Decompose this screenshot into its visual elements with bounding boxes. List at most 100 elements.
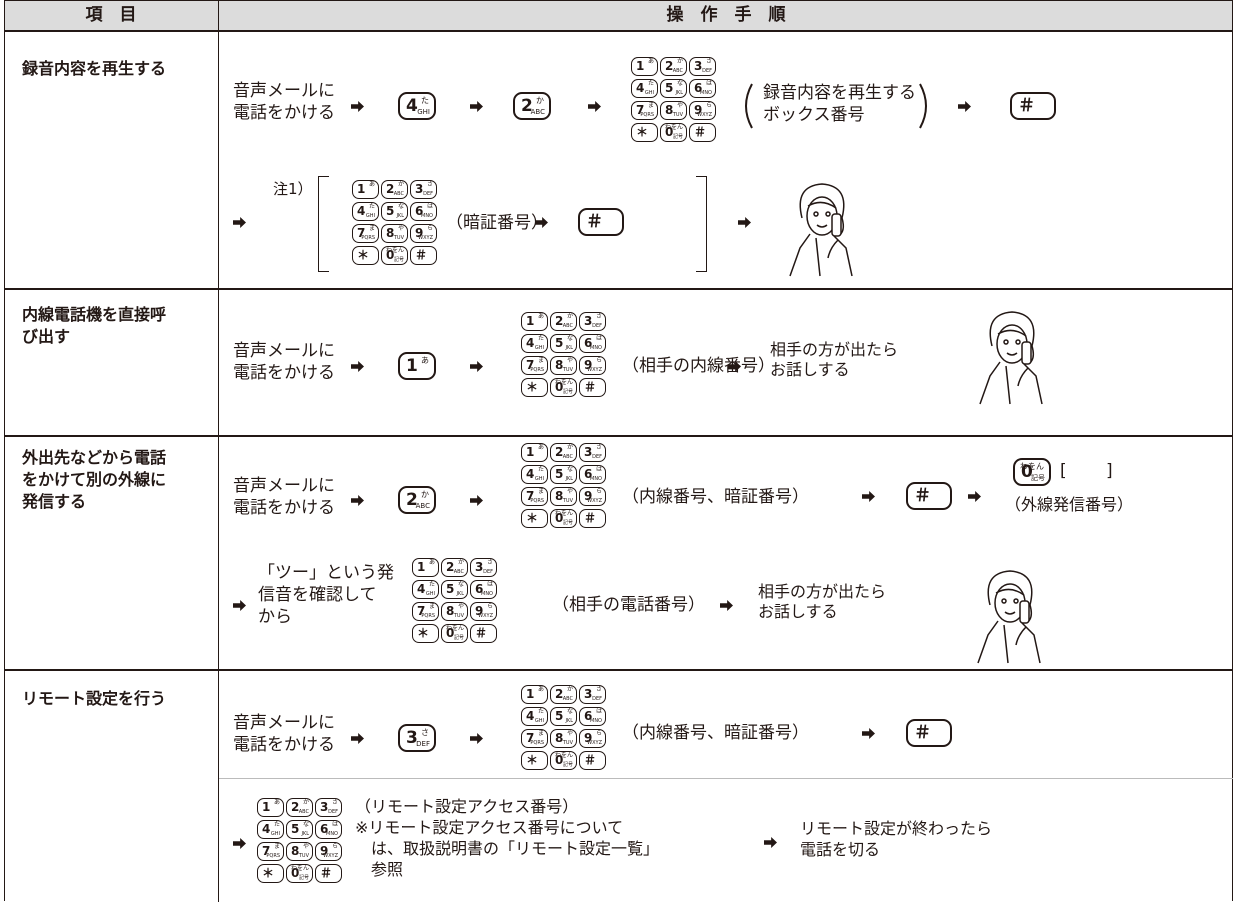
key-kana: わをん — [1020, 462, 1044, 471]
key-letters: TUV — [453, 613, 464, 619]
text-line: お話しする — [758, 602, 838, 621]
key-kana: は — [486, 581, 493, 588]
key-letters: ABC — [393, 191, 404, 197]
talk-text: 相手の方が出たら お話しする — [770, 340, 898, 380]
key-letters: MNO — [481, 591, 493, 597]
key: 2 か ABC — [550, 443, 577, 462]
key: 3 さ DEF — [410, 180, 437, 199]
key-letters: DEF — [423, 191, 433, 197]
arrow — [535, 217, 548, 228]
key-digit: ＊ — [526, 380, 539, 394]
key-digit: 3 — [584, 687, 593, 701]
arrow — [470, 361, 483, 372]
key-digit: 8 — [555, 358, 564, 372]
row-divider — [4, 288, 1233, 290]
key: 3 さ DEF — [470, 558, 497, 577]
key: ＃ — [410, 246, 437, 265]
text-line: 電話をかける — [233, 498, 335, 518]
key-letters: ABC — [562, 696, 573, 702]
key-digit: 6 — [320, 822, 329, 836]
key: 0 わをん 記号 — [550, 751, 577, 770]
key: 6 は MNO — [689, 79, 716, 98]
key-digit: ＃ — [584, 380, 597, 394]
key-letters: MNO — [590, 345, 602, 351]
key-kana: か — [457, 559, 464, 566]
key-digit: 6 — [415, 204, 424, 218]
key: ＊ — [521, 378, 548, 397]
call-text: 音声メールに 電話をかける — [233, 475, 335, 519]
key-kana: わをん — [664, 124, 683, 131]
text-line: 電話をかける — [233, 363, 335, 383]
key-digit: 2 — [555, 687, 564, 701]
arrow — [351, 361, 364, 372]
key-digit: 5 — [446, 582, 455, 596]
key-kana: さ — [426, 181, 433, 188]
key-kana: あ — [368, 181, 375, 188]
key-kana: ら — [595, 730, 602, 737]
key-kana: ら — [595, 357, 602, 364]
key-digit: 9 — [475, 604, 484, 618]
key-kana: あ — [273, 799, 280, 806]
key-kana: な — [302, 821, 309, 828]
key-letters: ABC — [453, 569, 464, 575]
key-digit: 0 — [1021, 462, 1033, 482]
key: 4 た GHI — [352, 202, 379, 221]
key-kana: さ — [331, 799, 338, 806]
arrow — [968, 491, 981, 502]
key-digit: 5 — [555, 336, 564, 350]
key-digit: 4 — [526, 336, 535, 350]
key-digit: 2 — [386, 182, 395, 196]
key-letters: 記号 — [453, 635, 464, 641]
row-divider — [4, 435, 1233, 437]
key-kana: た — [421, 96, 429, 105]
text-line: 参照 — [355, 860, 404, 879]
key-kana: ま — [428, 603, 435, 610]
bracket-text: [ ] — [1060, 461, 1113, 481]
key: 4 た GHI — [521, 707, 548, 726]
key-digit: ＃ — [584, 753, 597, 767]
key-letters: TUV — [298, 853, 309, 859]
text-line: 「ツー」という発 — [258, 563, 394, 583]
arrow — [233, 838, 246, 849]
call-text: 音声メールに 電話をかける — [233, 80, 335, 124]
key-digit: 6 — [694, 81, 703, 95]
key-kana: か — [676, 58, 683, 65]
key-letters: DEF — [592, 696, 602, 702]
key-letters: GHI — [534, 476, 544, 482]
key-letters: ABC — [530, 108, 545, 116]
column-divider — [218, 0, 219, 902]
key-digit: 8 — [665, 103, 674, 117]
keypad: 1 あ 2 か ABC 3 さ DEF 4 た GHI 5 な JKL 6 は MNO 7 ま PQRS 8 や TUV 9 ら… — [352, 180, 438, 268]
tone-text: 「ツー」という発 信音を確認して から — [258, 562, 394, 628]
key-kana: さ — [421, 728, 429, 737]
key: ＃ — [1010, 92, 1056, 120]
key-digit: ＃ — [584, 511, 597, 525]
arrow — [470, 495, 483, 506]
key: ＊ — [631, 123, 658, 142]
key-kana: な — [457, 581, 464, 588]
person-icon — [789, 183, 853, 277]
text-line: 相手の方が出たら — [770, 340, 899, 359]
key-kana: や — [566, 488, 573, 495]
sub-divider — [219, 778, 1233, 779]
key: 9 ら WXYZ — [689, 101, 716, 120]
key: 7 ま PQRS — [352, 224, 379, 243]
item-line: び出す — [22, 327, 71, 346]
text-line: 電話を切る — [800, 840, 881, 859]
row-divider — [4, 669, 1233, 671]
key-kana: や — [397, 225, 404, 232]
key-digit: 1 — [262, 800, 271, 814]
key-digit: 5 — [665, 81, 674, 95]
ext-text: （相手の内線番号） — [622, 356, 775, 376]
key-kana: た — [537, 708, 544, 715]
key: 4 た GHI — [631, 79, 658, 98]
key-digit: 5 — [291, 822, 300, 836]
key: 9 ら WXYZ — [315, 842, 342, 861]
key-letters: MNO — [700, 90, 712, 96]
person-icon — [979, 311, 1043, 405]
key-kana: あ — [421, 356, 429, 365]
key-digit: 7 — [526, 731, 535, 745]
key-digit: 4 — [262, 822, 271, 836]
key-letters: 記号 — [562, 762, 573, 768]
key-digit: 7 — [526, 489, 535, 503]
